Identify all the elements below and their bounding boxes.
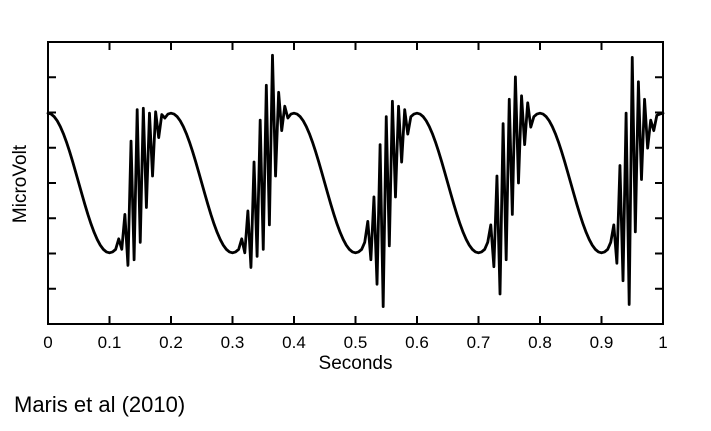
- x-tick-label: 0.8: [528, 333, 552, 352]
- x-axis-label: Seconds: [318, 353, 393, 374]
- signal-path: [46, 53, 665, 308]
- x-tick-label: 1: [658, 333, 667, 352]
- x-tick-label: 0.1: [98, 333, 122, 352]
- x-tick-label: 0.3: [221, 333, 245, 352]
- x-tick-label: 0.5: [344, 333, 368, 352]
- x-tick-label: 0.7: [467, 333, 491, 352]
- waveform-chart: 0 0.1 0.2 0.3 0.4 0.5 0.6 0.7 0.8 0.9 1: [43, 41, 668, 352]
- x-tick-label: 0: [43, 333, 52, 352]
- x-tick-label: 0.9: [590, 333, 614, 352]
- figure-caption: Maris et al (2010): [14, 392, 186, 417]
- y-axis-label: MicroVolt: [10, 144, 31, 224]
- x-tick-label: 0.4: [282, 333, 306, 352]
- x-tick-label: 0.2: [159, 333, 183, 352]
- x-tick-label: 0.6: [405, 333, 429, 352]
